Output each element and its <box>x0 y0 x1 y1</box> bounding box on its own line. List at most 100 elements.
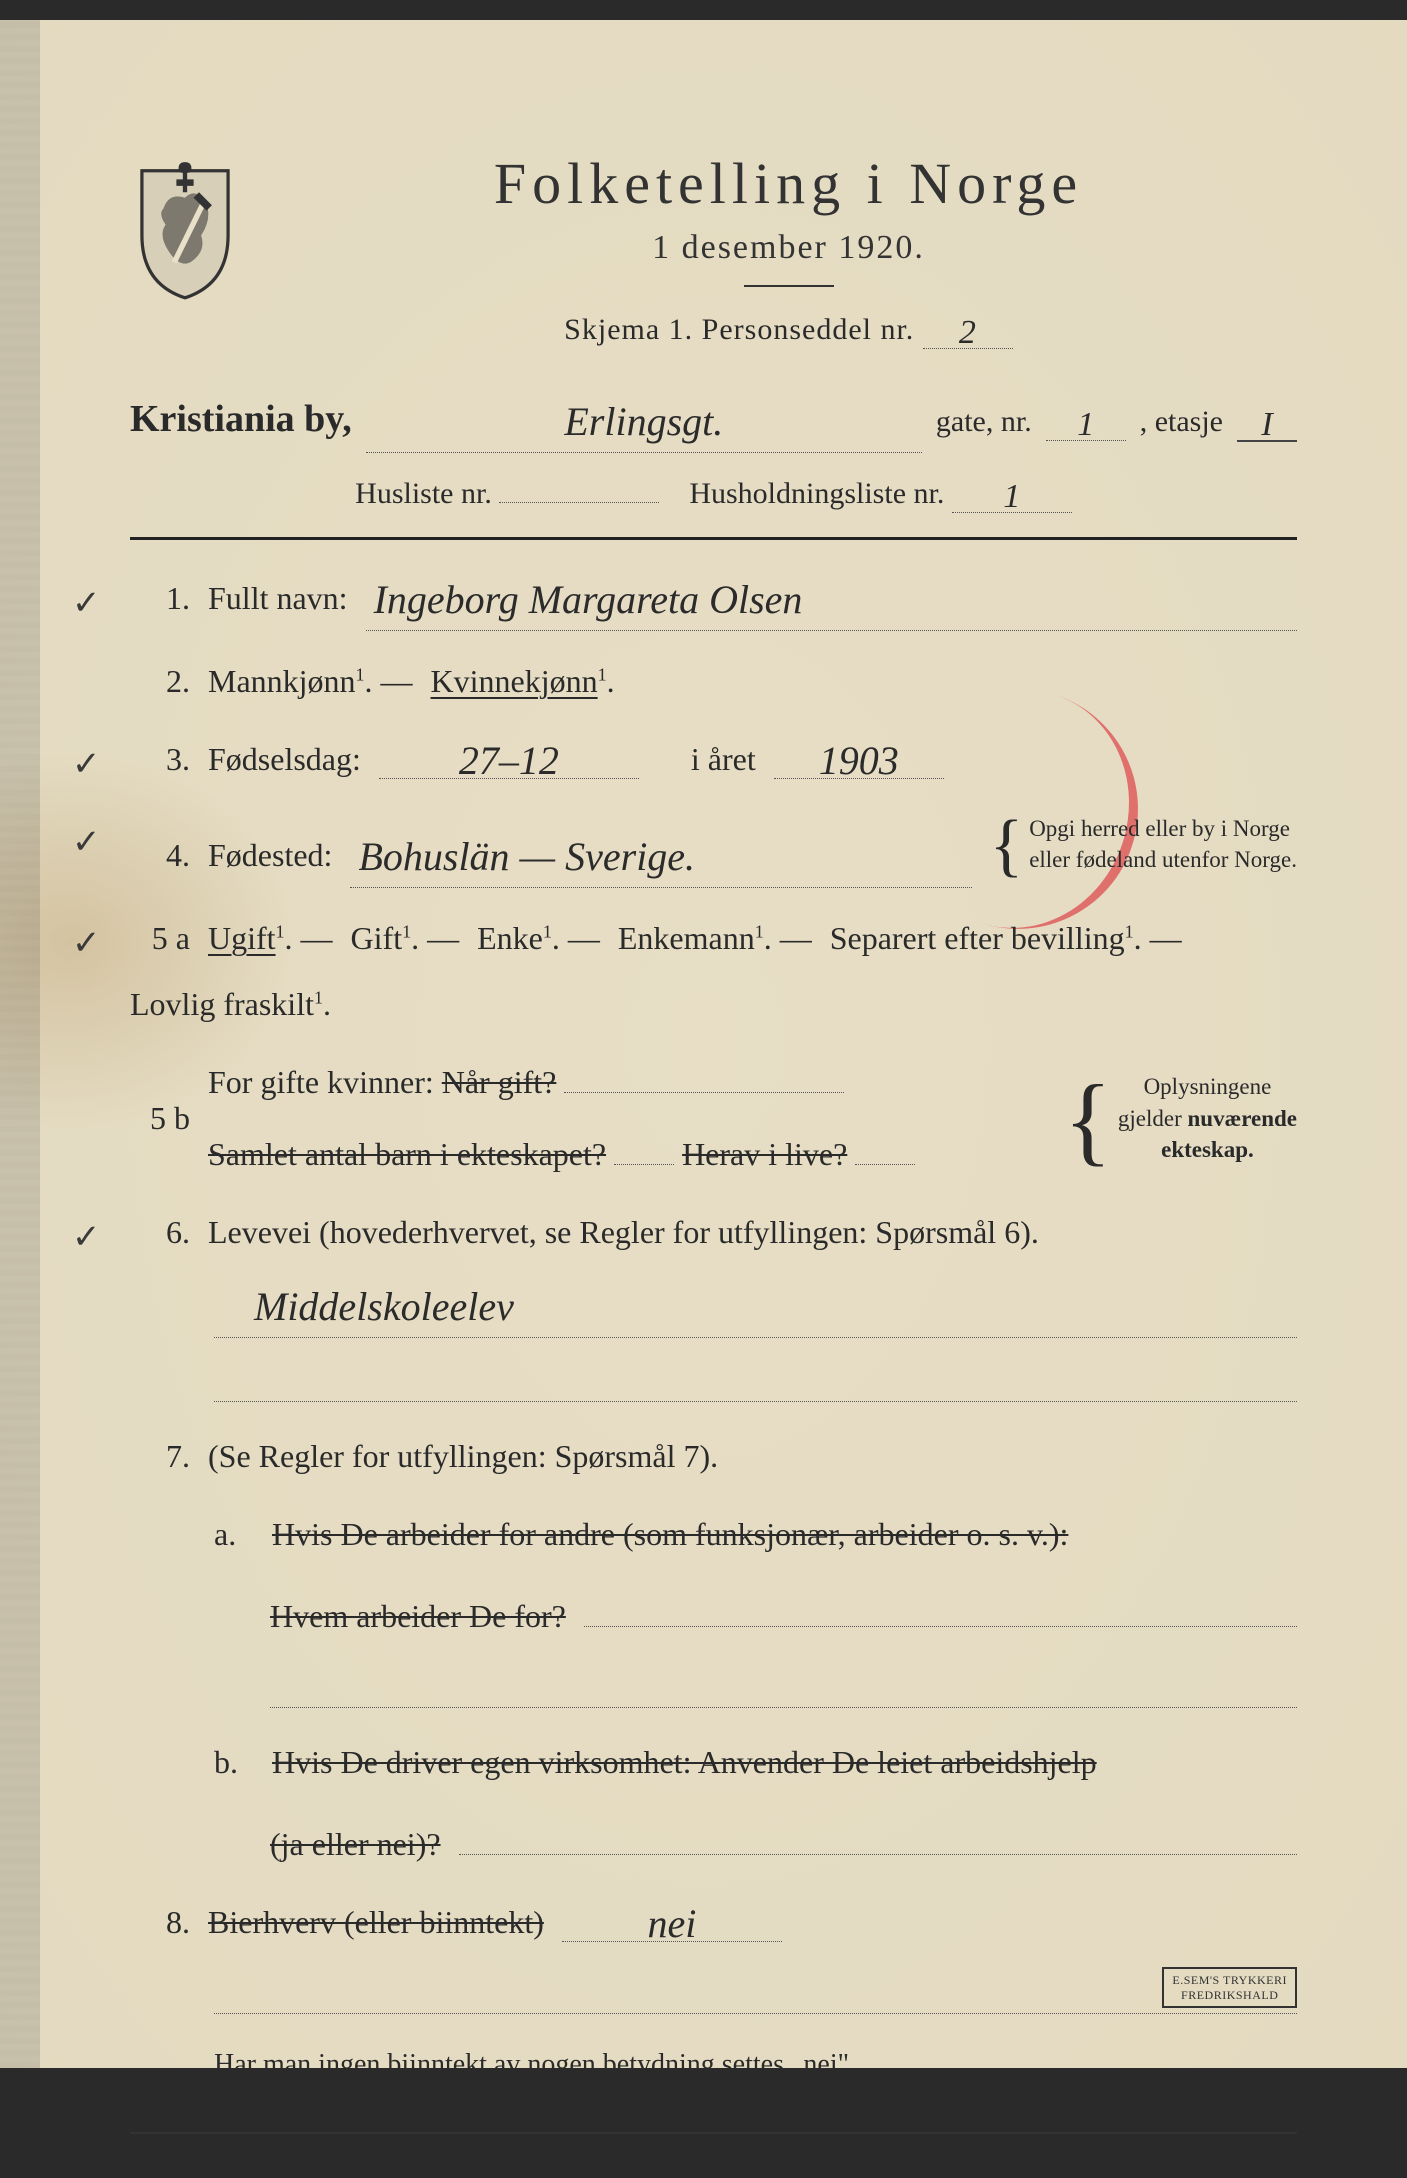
q8-row: 8. Bierhverv (eller biinntekt) nei <box>130 1898 1297 1946</box>
q7a-blank <box>270 1670 1297 1708</box>
q4-note: { Opgi herred eller by i Norge eller fød… <box>990 813 1297 875</box>
q7a-l2-row: Hvem arbeider De for? <box>270 1588 1297 1639</box>
q7b-l2: (ja eller nei)? <box>270 1820 441 1868</box>
q6-value: Middelskoleelev <box>214 1290 1297 1338</box>
q3-row: ✓ 3. Fødselsdag: 27–12 i året 1903 <box>130 735 1297 783</box>
city-row: Kristiania by, Erlingsgt. gate, nr. 1 , … <box>130 397 1297 449</box>
q1-row: ✓ 1. Fullt navn: Ingeborg Margareta Olse… <box>130 574 1297 627</box>
q7a-l1: Hvis De arbeider for andre (som funksjon… <box>272 1510 1068 1558</box>
q5a-fraskilt: Lovlig fraskilt1. <box>130 980 331 1028</box>
q7b-num: b. <box>214 1738 254 1786</box>
q2-kvinne: Kvinnekjønn1. <box>431 657 615 705</box>
q2-mann: Mannkjønn1. — <box>208 657 413 705</box>
q5a-ugift: Ugift1. — <box>208 914 333 962</box>
skjema-nr: 2 <box>923 319 1013 349</box>
q6-blank-row <box>214 1364 1297 1402</box>
q8-label: Bierhverv (eller biinntekt) <box>208 1898 544 1946</box>
husholdning-label: Husholdningsliste nr. <box>689 477 944 510</box>
q1-num: 1. <box>130 574 190 622</box>
q5a-row: ✓ 5 a Ugift1. — Gift1. — Enke1. — Enkema… <box>130 914 1297 1028</box>
q5b-herav: Herav i live? <box>682 1136 847 1172</box>
q7-row: 7. (Se Regler for utfyllingen: Spørsmål … <box>130 1432 1297 1480</box>
husliste-nr <box>499 502 659 503</box>
q6-label: Levevei (hovederhvervet, se Regler for u… <box>208 1208 1039 1256</box>
q8-hint: Har man ingen biinntekt av nogen betydni… <box>214 2044 856 2086</box>
q7b-l1: Hvis De driver egen virksomhet: Anvender… <box>272 1738 1097 1786</box>
q6-row: ✓ 6. Levevei (hovederhvervet, se Regler … <box>130 1208 1297 1256</box>
q6-num: 6. <box>130 1208 190 1256</box>
q4-num: 4. <box>130 831 190 879</box>
skjema-line: Skjema 1. Personseddel nr. 2 <box>280 313 1297 347</box>
q7a-l2: Hvem arbeider De for? <box>270 1592 566 1640</box>
q5a-separert: Separert efter bevilling1. — <box>830 914 1182 962</box>
divider <box>130 537 1297 540</box>
etasje-label: , etasje <box>1140 405 1223 439</box>
printer-stamp: E.SEM'S TRYKKERI FREDRIKSHALD <box>1162 1967 1297 2008</box>
q4-note-l2: eller fødeland utenfor Norge. <box>1029 847 1297 872</box>
q8-num: 8. <box>130 1898 190 1946</box>
checkmark-icon: ✓ <box>72 918 101 969</box>
q8-value: nei <box>562 1907 782 1942</box>
q5b-note: { Oplysningene gjelder nuværende ekteska… <box>1064 1071 1297 1164</box>
q7b-row: b. Hvis De driver egen virksomhet: Anven… <box>214 1738 1297 1786</box>
divider <box>744 285 834 287</box>
street-value: Erlingsgt. <box>366 405 922 453</box>
q2-num: 2. <box>130 657 190 705</box>
q4-row: ✓ 4. Fødested: Bohuslän — Sverige. { Opg… <box>130 813 1297 884</box>
footnote: 1 Her kan svares ved tydelig understrekn… <box>130 2148 1297 2178</box>
q4-label: Fødested: <box>208 831 332 879</box>
document-page: Folketelling i Norge 1 desember 1920. Sk… <box>0 20 1407 2068</box>
q7-label: (Se Regler for utfyllingen: Spørsmål 7). <box>208 1432 718 1480</box>
coat-of-arms-icon <box>130 160 240 300</box>
q7a-row: a. Hvis De arbeider for andre (som funks… <box>214 1510 1297 1558</box>
skjema-label: Skjema 1. Personseddel nr. <box>564 313 914 346</box>
q7-num: 7. <box>130 1432 190 1480</box>
q5a-gift: Gift1. — <box>351 914 460 962</box>
q5b-num: 5 b <box>130 1094 190 1142</box>
q7a-num: a. <box>214 1510 254 1558</box>
q5b-note-l1: Oplysningene <box>1144 1074 1272 1099</box>
title-block: Folketelling i Norge 1 desember 1920. Sk… <box>280 150 1297 347</box>
page-subtitle: 1 desember 1920. <box>280 229 1297 267</box>
q5b-samlet: Samlet antal barn i ekteskapet? <box>208 1136 606 1172</box>
divider <box>130 2132 1297 2134</box>
q5b-nargift: Når gift? <box>442 1064 557 1100</box>
footnote-bold: tydelig understrekning av de ord som pas… <box>324 2152 744 2177</box>
q1-value: Ingeborg Margareta Olsen <box>366 583 1297 631</box>
footnote-sup: 1 <box>130 2148 139 2168</box>
stamp-l1: E.SEM'S TRYKKERI <box>1172 1973 1287 1987</box>
q5b-nargift-blank <box>564 1092 844 1093</box>
q2-row: 2. Mannkjønn1. — Kvinnekjønn1. <box>130 657 1297 705</box>
checkmark-icon: ✓ <box>72 578 101 629</box>
q3-label: Fødselsdag: <box>208 735 361 783</box>
q8-hint-row: Har man ingen biinntekt av nogen betydni… <box>214 2044 1297 2086</box>
q3-day: 27–12 <box>379 744 639 779</box>
gate-label: gate, nr. <box>936 405 1032 439</box>
q7b-l2-row: (ja eller nei)? <box>270 1816 1297 1867</box>
q6-value-row: Middelskoleelev <box>214 1286 1297 1334</box>
q3-year: 1903 <box>774 744 944 779</box>
etasje-value: I <box>1237 411 1297 442</box>
q5a-enke: Enke1. — <box>477 914 600 962</box>
husliste-row: Husliste nr. Husholdningsliste nr. 1 <box>130 477 1297 511</box>
checkmark-icon: ✓ <box>72 739 101 790</box>
q1-label: Fullt navn: <box>208 574 348 622</box>
q5b-row: 5 b For gifte kvinner: Når gift? Samlet … <box>130 1058 1297 1178</box>
q4-note-l1: Opgi herred eller by i Norge <box>1029 816 1290 841</box>
q5a-num: 5 a <box>130 914 190 962</box>
husholdning-nr: 1 <box>952 483 1072 513</box>
checkmark-icon: ✓ <box>72 1212 101 1263</box>
q5a-enkemann: Enkemann1. — <box>618 914 812 962</box>
page-title: Folketelling i Norge <box>280 150 1297 217</box>
q8-blank <box>214 1976 1297 2014</box>
checkmark-icon: ✓ <box>72 817 101 868</box>
header: Folketelling i Norge 1 desember 1920. Sk… <box>130 150 1297 347</box>
q5b-label: For gifte kvinner: <box>208 1064 434 1100</box>
husliste-label: Husliste nr. <box>355 477 492 510</box>
stamp-l2: FREDRIKSHALD <box>1181 1988 1278 2002</box>
city-label: Kristiania by, <box>130 397 352 441</box>
q4-value: Bohuslän — Sverige. <box>350 840 971 888</box>
gate-nr: 1 <box>1046 411 1126 441</box>
q3-num: 3. <box>130 735 190 783</box>
q3-iaret: i året <box>691 735 756 783</box>
